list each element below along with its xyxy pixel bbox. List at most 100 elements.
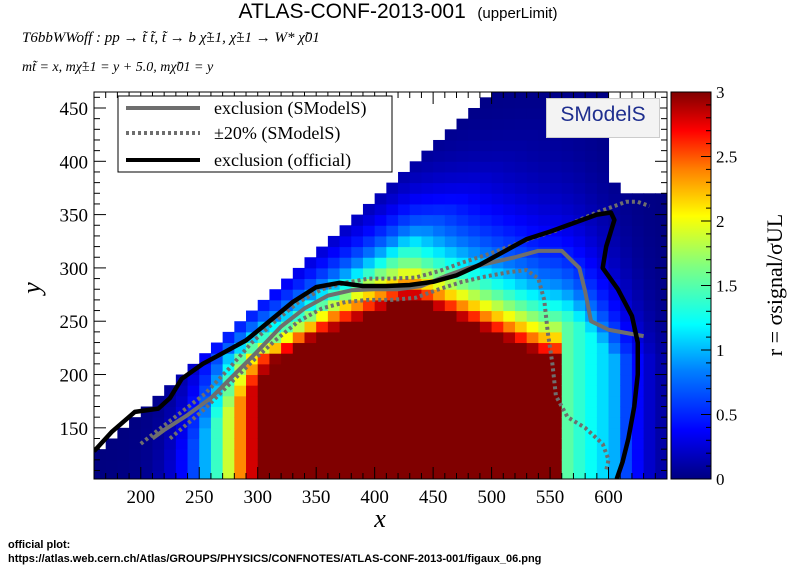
heatmap-cell	[164, 427, 177, 439]
heatmap-cell	[479, 289, 493, 301]
heatmap-cell	[409, 459, 422, 471]
heatmap-cell	[573, 321, 586, 333]
heatmap-cell	[199, 438, 212, 450]
heatmap-cell	[468, 331, 481, 344]
heatmap-cell	[514, 150, 528, 162]
heatmap-cell	[620, 203, 633, 216]
heatmap-cell	[514, 406, 528, 418]
heatmap-cell	[374, 321, 387, 333]
heatmap-cell	[199, 353, 212, 365]
heatmap-cell	[573, 406, 586, 418]
heatmap-cell	[503, 289, 516, 301]
heatmap-cell	[246, 395, 259, 408]
heatmap-cell	[514, 385, 528, 397]
heatmap-cell	[491, 193, 504, 205]
heatmap-cell	[164, 406, 177, 418]
heatmap-cell	[479, 310, 493, 322]
heatmap-cell	[281, 363, 294, 376]
heatmap-cell	[620, 193, 633, 205]
heatmap-cell	[444, 438, 458, 450]
heatmap-cell	[655, 459, 667, 471]
heatmap-cell	[479, 129, 493, 141]
heatmap-cell	[246, 449, 259, 461]
heatmap-cell	[561, 406, 574, 418]
heatmap-cell	[608, 225, 621, 237]
heatmap-cell	[210, 374, 224, 386]
heatmap-cell	[398, 331, 411, 344]
heatmap-cell	[398, 395, 411, 408]
heatmap-cell	[269, 438, 282, 450]
heatmap-cell	[596, 214, 610, 226]
heatmap-cell	[281, 289, 294, 301]
heatmap-cell	[468, 470, 481, 479]
heatmap-cell	[269, 406, 282, 418]
heatmap-cell	[339, 395, 352, 408]
heatmap-cell	[468, 438, 481, 450]
heatmap-cell	[503, 246, 516, 258]
heatmap-cell	[526, 438, 539, 450]
heatmap-cell	[491, 310, 504, 322]
heatmap-cell	[503, 193, 516, 205]
heatmap-cell	[468, 299, 481, 312]
heatmap-cell	[538, 92, 551, 98]
heatmap-cell	[526, 417, 539, 429]
heatmap-cell	[421, 267, 434, 280]
heatmap-cell	[479, 278, 493, 290]
heatmap-cell	[269, 395, 282, 408]
heatmap-cell	[514, 107, 528, 120]
heatmap-cell	[398, 353, 411, 365]
heatmap-cell	[199, 406, 212, 418]
heatmap-cell	[503, 235, 516, 248]
heatmap-cell	[374, 289, 387, 301]
heatmap-cell	[187, 449, 200, 461]
heatmap-cell	[409, 438, 422, 450]
heatmap-cell	[655, 214, 667, 226]
heatmap-cell	[269, 363, 282, 376]
heatmap-cell	[409, 342, 422, 354]
heatmap-cell	[362, 289, 376, 301]
heatmap-cell	[316, 417, 329, 429]
heatmap-cell	[281, 459, 294, 471]
heatmap-cell	[444, 310, 458, 322]
heatmap-cell	[585, 214, 598, 226]
heatmap-cell	[362, 246, 376, 258]
heatmap-cell	[152, 395, 165, 408]
heatmap-cell	[479, 427, 493, 439]
heatmap-cell	[421, 321, 434, 333]
heatmap-cell	[573, 374, 586, 386]
heatmap-cell	[281, 417, 294, 429]
heatmap-cell	[468, 107, 481, 120]
heatmap-cell	[456, 193, 469, 205]
heatmap-cell	[479, 203, 493, 216]
heatmap-cell	[468, 203, 481, 216]
heatmap-cell	[573, 449, 586, 461]
heatmap-cell	[631, 203, 645, 216]
heatmap-cell	[398, 385, 411, 397]
heatmap-cell	[561, 92, 574, 98]
heatmap-cell	[433, 406, 446, 418]
heatmap-cell	[514, 278, 528, 290]
heatmap-cell	[199, 363, 212, 376]
heatmap-cell	[339, 225, 352, 237]
heatmap-cell	[316, 438, 329, 450]
y-tick-label: 200	[60, 366, 89, 387]
heatmap-cell	[386, 342, 399, 354]
heatmap-cell	[409, 427, 422, 439]
heatmap-cell	[491, 427, 504, 439]
heatmap-cell	[386, 385, 399, 397]
smodels-logo: SModelS	[546, 98, 660, 138]
heatmap-cell	[281, 427, 294, 439]
heatmap-cell	[620, 470, 633, 479]
heatmap-cell	[257, 449, 270, 461]
heatmap-cell	[655, 331, 667, 344]
heatmap-cell	[257, 395, 270, 408]
heatmap-cell	[456, 331, 469, 344]
heatmap-cell	[526, 193, 539, 205]
heatmap-cell	[631, 310, 645, 322]
heatmap-cell	[643, 417, 656, 429]
heatmap-cell	[608, 406, 621, 418]
heatmap-cell	[643, 395, 656, 408]
heatmap-cell	[398, 193, 411, 205]
heatmap-cell	[479, 459, 493, 471]
heatmap-cell	[316, 406, 329, 418]
